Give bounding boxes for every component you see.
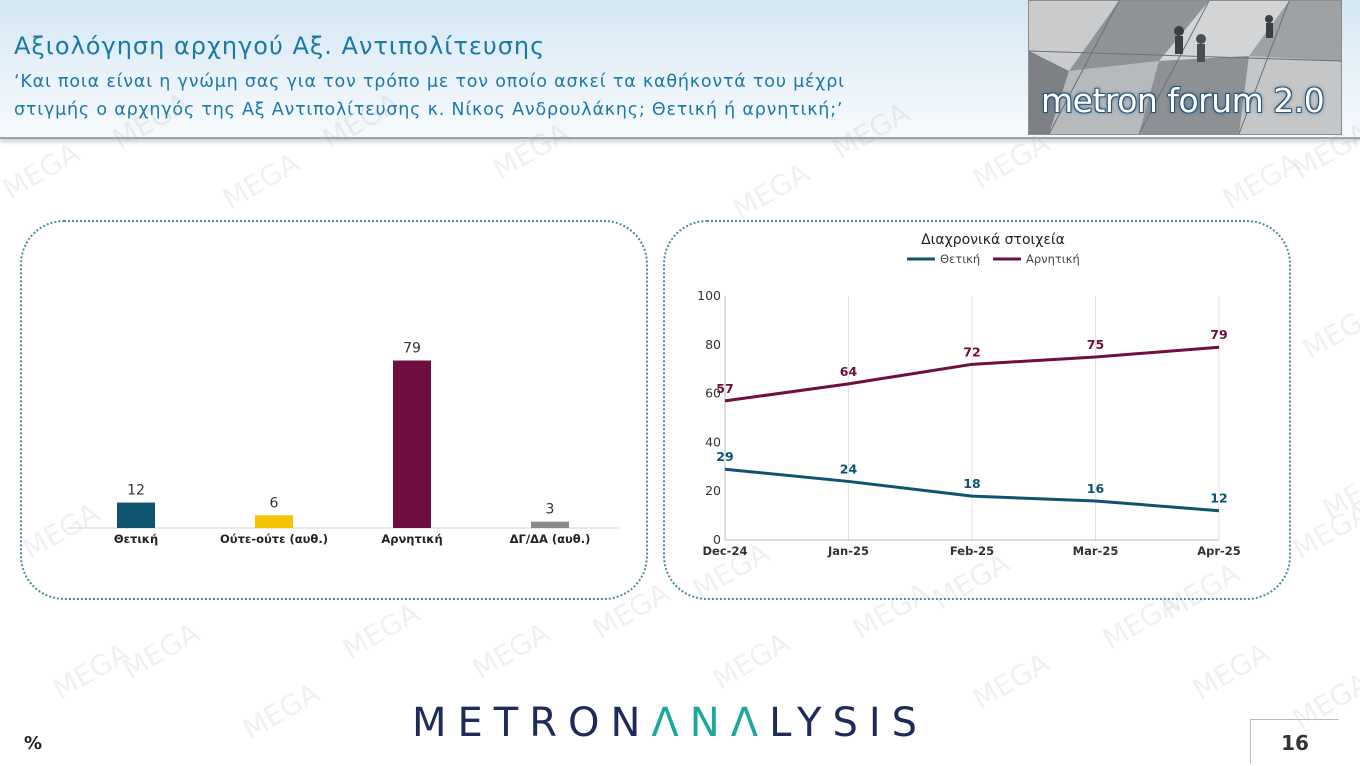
watermark: MEGA <box>1217 146 1305 216</box>
brand-part-2: ΛNΛ <box>651 700 770 746</box>
logo-background-image <box>1029 1 1341 134</box>
brand-part-1: METRON <box>412 700 652 746</box>
line-chart-title: Διαχρονικά στοιχεία <box>921 232 1065 248</box>
series-line <box>724 467 1220 513</box>
data-label: 79 <box>1210 327 1227 342</box>
metron-forum-logo: metron forum 2.0 <box>1028 0 1342 135</box>
bar-value-label: 12 <box>127 483 145 499</box>
line-chart: Διαχρονικά στοιχεία Θετική Αρνητική Dec-24 J… <box>697 232 1241 558</box>
x-tick-label: Mar-25 <box>1073 544 1119 558</box>
bar-category-label: Ούτε-ούτε (αυθ.) <box>220 532 328 546</box>
survey-question-line-1: ‘Και ποια είναι η γνώμη σας για τον τρόπ… <box>14 72 845 92</box>
line-chart-panel: Διαχρονικά στοιχεία Θετική Αρνητική Dec-24 J… <box>663 220 1291 600</box>
page-title: Αξιολόγηση αρχηγού Αξ. Αντιπολίτευσης <box>14 32 546 60</box>
data-label: 29 <box>716 449 733 464</box>
legend-label: Θετική <box>940 252 980 266</box>
logo-text: metron forum 2.0 <box>1041 81 1325 120</box>
watermark: MEGA <box>47 636 135 706</box>
y-tick-label: 60 <box>705 386 721 401</box>
metron-analysis-logo: METRONΛNΛLYSIS <box>412 700 928 746</box>
data-label: 12 <box>1210 491 1227 506</box>
watermark: MEGA <box>1187 636 1275 706</box>
data-label: 18 <box>963 476 980 491</box>
legend-label: Αρνητική <box>1026 252 1080 266</box>
x-tick-label: Jan-25 <box>827 544 869 558</box>
survey-question-line-2: στιγμής ο αρχηγός της Αξ Αντιπολίτευσης … <box>14 100 844 120</box>
y-tick-label: 100 <box>697 288 721 303</box>
data-label: 72 <box>963 344 980 359</box>
data-label: 64 <box>840 364 858 379</box>
x-tick-label: Apr-25 <box>1197 544 1241 558</box>
watermark: MEGA <box>467 616 555 686</box>
bar <box>531 521 569 528</box>
watermark: MEGA <box>0 136 85 206</box>
survey-question: ‘Και ποια είναι η γνώμη σας για τον τρόπ… <box>14 68 974 124</box>
watermark: MEGA <box>337 596 425 666</box>
bar-value-label: 3 <box>546 502 555 518</box>
page-number: 16 <box>1250 719 1339 764</box>
y-tick-label: 0 <box>713 532 721 547</box>
x-tick-label: Feb-25 <box>950 544 994 558</box>
watermark: MEGA <box>707 626 795 696</box>
bar-category-label: Αρνητική <box>381 532 442 546</box>
bar-chart: 12 Θετική 6 Ούτε-ούτε (αυθ.) 79 Αρνητική 3 ΔΓ/Δ… <box>67 341 619 546</box>
watermark: MEGA <box>967 646 1055 716</box>
bar <box>255 515 293 528</box>
brand-part-3: LYSIS <box>769 700 929 746</box>
bar-value-label: 79 <box>403 341 421 357</box>
watermark: MEGA <box>117 616 205 686</box>
bar-chart-panel: 12 Θετική 6 Ούτε-ούτε (αυθ.) 79 Αρνητική 3 ΔΓ/Δ… <box>20 220 648 600</box>
series-line <box>724 345 1220 403</box>
watermark: MEGA <box>1287 496 1360 566</box>
data-label: 24 <box>840 461 858 476</box>
bar-category-label: ΔΓ/ΔΑ (αυθ.) <box>510 532 591 546</box>
x-tick-label: Dec-24 <box>703 544 748 558</box>
watermark: MEGA <box>1297 296 1360 366</box>
data-label: 57 <box>716 381 733 396</box>
slide-header: Αξιολόγηση αρχηγού Αξ. Αντιπολίτευσης ‘Κ… <box>0 0 1360 139</box>
watermark: MEGA <box>727 156 815 226</box>
watermark: MEGA <box>237 676 325 746</box>
bar-value-label: 6 <box>270 495 279 511</box>
y-tick-label: 40 <box>705 434 721 449</box>
watermark: MEGA <box>217 146 305 216</box>
y-tick-label: 20 <box>705 483 721 498</box>
bar <box>393 360 431 528</box>
bar-category-label: Θετική <box>114 532 158 546</box>
watermark: MEGA <box>1317 456 1360 526</box>
unit-label: % <box>24 733 43 754</box>
y-tick-label: 80 <box>705 337 721 352</box>
bar <box>117 502 155 528</box>
data-label: 16 <box>1087 481 1105 496</box>
data-label: 75 <box>1087 337 1104 352</box>
